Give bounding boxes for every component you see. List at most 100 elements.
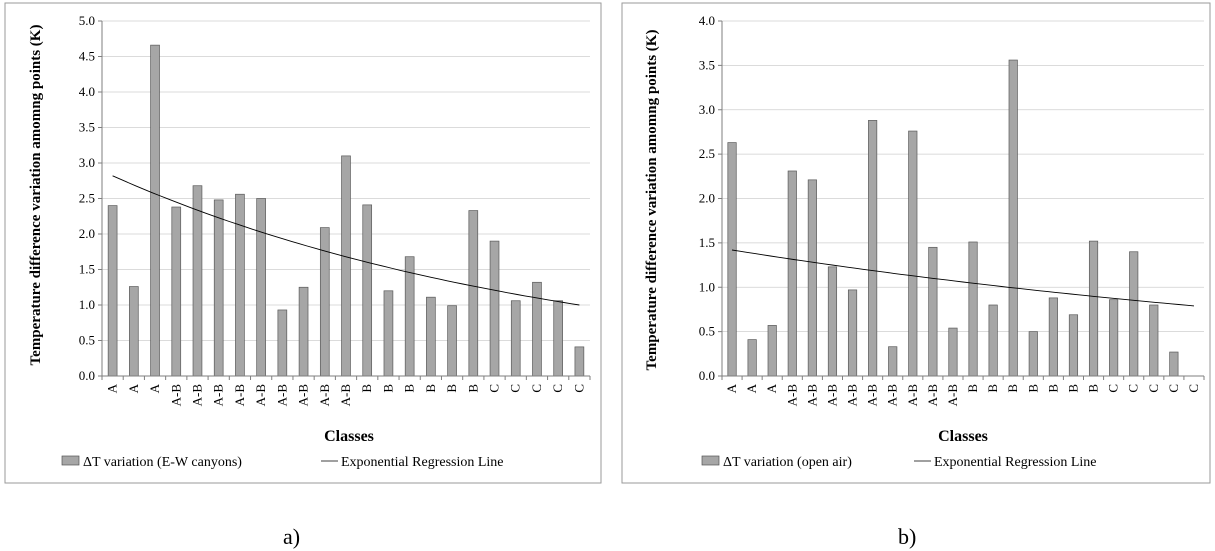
chart-b-x-tick-label: B xyxy=(1025,384,1040,393)
chart-a-bar xyxy=(277,309,288,377)
chart-b-x-tick-label: A xyxy=(744,383,759,393)
chart-b-x-tick-label: A-B xyxy=(784,384,799,407)
chart-a-y-axis-label: Temperature difference variation amomng … xyxy=(28,25,44,366)
chart-b-bar xyxy=(1109,299,1119,377)
chart-b: 0.00.51.01.52.02.53.03.54.0 A A A A-B A-B A-B… xyxy=(621,2,1211,484)
chart-b-bar xyxy=(1048,297,1058,377)
chart-b-x-tick-label: A-B xyxy=(885,384,900,407)
chart-a-bar xyxy=(489,240,500,377)
chart-b-bar xyxy=(908,130,918,377)
chart-b-x-tick-label: B xyxy=(1005,384,1020,393)
chart-b-y-tick-label: 3.0 xyxy=(699,102,715,117)
chart-a-x-tick-label: A xyxy=(147,383,162,393)
chart-a: 0.00.51.01.52.02.53.03.54.04.55.0 A A A A-B… xyxy=(4,2,602,484)
chart-a-bar xyxy=(510,300,521,377)
chart-a-y-tick-label: 5.0 xyxy=(79,13,95,28)
chart-b-bar xyxy=(1129,251,1139,377)
chart-a-bar xyxy=(107,205,118,377)
chart-a-x-tick-label: B xyxy=(423,384,438,393)
chart-b-legend-bar-label: ΔT variation (open air) xyxy=(723,455,852,470)
chart-a-x-tick-label: B xyxy=(444,384,459,393)
chart-b-bar xyxy=(727,142,737,377)
chart-b-x-tick-label: A-B xyxy=(865,384,880,407)
panel-label-a: a) xyxy=(283,524,300,549)
chart-b-y-tick-label: 1.0 xyxy=(699,279,715,294)
chart-b-bar xyxy=(747,339,757,377)
chart-a-x-tick-label: C xyxy=(571,384,586,393)
chart-a-regression-line xyxy=(112,175,580,306)
chart-b-x-tick-label: A-B xyxy=(824,384,839,407)
chart-b-bar xyxy=(888,346,898,377)
chart-b-bar xyxy=(1088,240,1099,377)
chart-b-x-tick-label: C xyxy=(1146,384,1161,393)
chart-a-bar xyxy=(171,206,182,377)
chart-b-bar xyxy=(1149,304,1159,377)
chart-a-bar xyxy=(129,286,139,377)
chart-b-x-tick-label: B xyxy=(1045,384,1060,393)
chart-a-y-tick-label: 2.0 xyxy=(79,226,95,241)
chart-a-x-tick-label: C xyxy=(487,384,502,393)
chart-a-bar xyxy=(404,256,415,377)
chart-b-bar xyxy=(807,179,817,377)
chart-a-bar xyxy=(213,199,224,377)
chart-a-trendline xyxy=(112,175,580,306)
chart-b-legend: ΔT variation (open air) Exponential Regr… xyxy=(701,455,1097,470)
chart-a-y-ticks: 0.0 0.5 1.0 1.5 2.0 2.5 3.0 3.5 4.0 4.5 5.0 xyxy=(79,13,102,383)
chart-a-x-tick-label: A-B xyxy=(189,384,204,407)
chart-b-y-tick-label: 2.0 xyxy=(699,191,715,206)
chart-a-bar xyxy=(468,210,479,377)
chart-a-x-tick-label: C xyxy=(529,384,544,393)
chart-b-y-tick-label: 0.0 xyxy=(699,368,715,383)
chart-b-bar xyxy=(868,120,878,377)
chart-a-x-tick-label: C xyxy=(508,384,523,393)
chart-b-bars xyxy=(727,59,1179,377)
chart-a-y-tick-label: 3.0 xyxy=(79,155,95,170)
chart-b-y-tick-label: 3.5 xyxy=(699,57,715,72)
chart-b-x-tick-label: A-B xyxy=(845,384,860,407)
chart-b-y-tick-label: 2.5 xyxy=(699,146,715,161)
chart-a-legend-bar-label: ΔT variation (E-W canyons) xyxy=(83,455,242,470)
chart-a-y-tick-label: 4.0 xyxy=(79,84,95,99)
chart-b-x-tick-label: C xyxy=(1126,384,1141,393)
chart-b-y-axis-label: Temperature difference variation amomng … xyxy=(644,30,660,371)
chart-b-bar xyxy=(988,304,998,377)
chart-a-bar xyxy=(341,155,351,377)
chart-a-y-tick-label: 1.5 xyxy=(79,262,95,277)
chart-b-y-tick-label: 1.5 xyxy=(699,235,715,250)
chart-b-x-tick-label: C xyxy=(1166,384,1181,393)
chart-a-legend: ΔT variation (E-W canyons) Exponential R… xyxy=(61,455,504,470)
chart-a-x-tick-label: A-B xyxy=(338,384,353,407)
chart-a-legend-bar-swatch xyxy=(61,455,80,466)
chart-a-bars xyxy=(107,44,585,377)
chart-b-x-tick-label: C xyxy=(1186,384,1201,393)
chart-a-y-tick-label: 1.0 xyxy=(79,297,95,312)
chart-a-x-tick-label: A-B xyxy=(211,384,226,407)
chart-b-bar xyxy=(948,327,958,377)
chart-a-bar xyxy=(426,296,436,377)
chart-a-x-tick-label: A xyxy=(105,383,120,393)
chart-a-x-axis-label: Classes xyxy=(324,428,374,445)
chart-a-x-tick-label: A-B xyxy=(168,384,183,407)
chart-a-bar xyxy=(532,281,542,377)
chart-b-bar xyxy=(847,289,858,377)
chart-a-y-tick-label: 3.5 xyxy=(79,120,95,135)
chart-b-y-tick-label: 4.0 xyxy=(699,13,715,28)
chart-b-y-tick-label: 0.5 xyxy=(699,324,715,339)
chart-b-legend-bar-swatch xyxy=(701,455,720,466)
chart-a-bar xyxy=(298,286,309,377)
chart-b-bar xyxy=(1028,331,1038,377)
chart-b-bar xyxy=(1068,314,1079,377)
chart-a-x-tick-label: A-B xyxy=(317,384,332,407)
chart-a-bar xyxy=(447,305,457,377)
chart-a-bar xyxy=(574,346,585,377)
chart-b-bar xyxy=(968,241,978,377)
chart-a-bar xyxy=(383,290,394,377)
chart-b-x-tick-label: A xyxy=(724,383,739,393)
chart-b-trendline xyxy=(731,249,1195,307)
chart-b-x-tick-label: A-B xyxy=(905,384,920,407)
chart-a-bar xyxy=(150,44,160,377)
chart-a-bar xyxy=(235,193,245,377)
chart-a-bar xyxy=(192,185,203,377)
chart-a-y-tick-label: 0.0 xyxy=(79,368,95,383)
